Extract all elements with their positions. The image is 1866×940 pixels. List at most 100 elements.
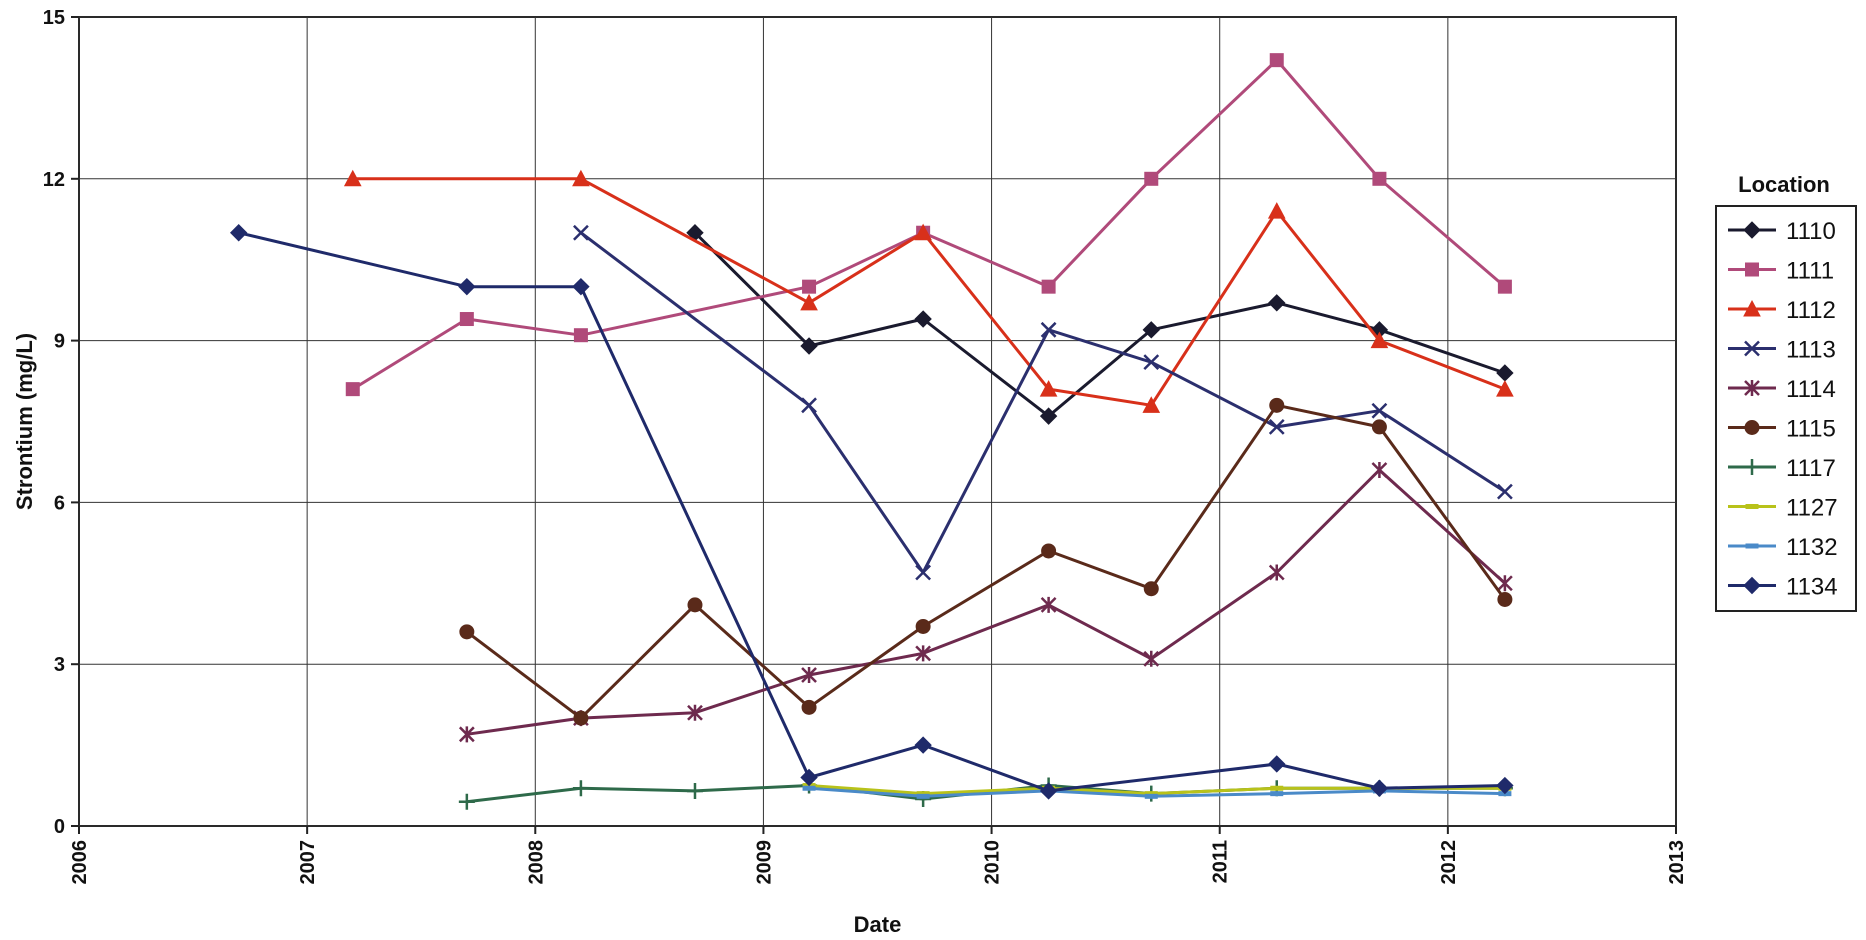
data-point-1134 xyxy=(458,277,476,296)
y-tick-label: 9 xyxy=(54,331,65,353)
data-point-1111 xyxy=(1041,279,1056,294)
data-point-1113 xyxy=(1371,402,1388,419)
data-point-1115 xyxy=(573,710,589,726)
legend-label: 1115 xyxy=(1786,416,1836,443)
x-tick-label: 2008 xyxy=(525,840,547,885)
data-point-1113 xyxy=(573,224,589,241)
legend-label: 1110 xyxy=(1786,218,1836,245)
x-axis-title: Date xyxy=(854,912,902,937)
data-point-1110 xyxy=(800,337,818,355)
data-point-1113 xyxy=(1040,321,1057,338)
x-tick-label: 2013 xyxy=(1666,840,1688,885)
legend-label: 1114 xyxy=(1786,376,1836,403)
data-point-1115 xyxy=(1269,397,1285,413)
data-point-1134 xyxy=(1039,782,1058,800)
y-tick-label: 12 xyxy=(43,169,65,191)
data-point-1115 xyxy=(1041,543,1057,559)
data-point-1112 xyxy=(800,293,818,311)
data-point-1115 xyxy=(1143,581,1159,597)
data-point-1113 xyxy=(1143,354,1160,371)
data-point-1111 xyxy=(1497,279,1512,294)
series-line-1114 xyxy=(466,468,1506,736)
y-axis-title: Strontium (mg/L) xyxy=(12,333,37,510)
data-point-1132 xyxy=(1270,791,1284,797)
legend-item-1113: 1113 xyxy=(1728,337,1836,364)
plot-border xyxy=(78,16,1677,827)
legend-label: 1112 xyxy=(1786,297,1836,324)
data-point-1115 xyxy=(459,624,475,640)
legend-marker xyxy=(1745,543,1759,549)
y-tick-label: 6 xyxy=(54,492,65,514)
data-point-1132 xyxy=(802,785,816,791)
data-point-1114 xyxy=(1040,596,1057,613)
legend-marker xyxy=(1744,380,1760,396)
data-point-1117 xyxy=(458,793,475,810)
legend-item-1111: 1111 xyxy=(1728,258,1834,285)
data-point-1110 xyxy=(1039,407,1058,425)
gridlines xyxy=(78,16,1677,827)
legend-label: 1113 xyxy=(1786,337,1836,364)
legend-item-1114: 1114 xyxy=(1728,376,1836,403)
legend-label: 1117 xyxy=(1786,455,1836,482)
data-point-1114 xyxy=(687,704,703,721)
data-point-1112 xyxy=(1142,396,1161,413)
series-line-1113 xyxy=(579,231,1506,574)
legend-marker xyxy=(1743,221,1761,239)
data-point-1112 xyxy=(343,169,362,187)
series-line-1110 xyxy=(693,231,1506,418)
series-layer xyxy=(229,53,1514,810)
x-tick-label: 2009 xyxy=(753,840,775,885)
data-point-1113 xyxy=(1497,483,1513,500)
legend-item-1132: 1132 xyxy=(1728,534,1838,561)
legend-label: 1132 xyxy=(1786,534,1838,561)
legend-marker xyxy=(1744,459,1760,475)
series-1112 xyxy=(343,169,1514,413)
legend-box xyxy=(1715,205,1857,612)
x-tick-label: 2011 xyxy=(1210,840,1232,883)
legend-marker xyxy=(1744,340,1760,357)
plot-area xyxy=(78,16,1677,827)
data-point-1112 xyxy=(1267,202,1286,219)
data-point-1114 xyxy=(1497,575,1513,592)
data-point-1111 xyxy=(459,312,474,327)
series-line-1111 xyxy=(352,58,1506,391)
data-point-1132 xyxy=(916,793,930,799)
legend-marker xyxy=(1745,504,1759,509)
series-1115 xyxy=(459,397,1513,726)
data-point-1111 xyxy=(345,382,360,397)
legend-title: Location xyxy=(1738,172,1830,197)
data-point-1134 xyxy=(1370,779,1389,797)
legend-label: 1111 xyxy=(1786,258,1834,285)
data-point-1115 xyxy=(687,597,703,613)
data-point-1110 xyxy=(1142,321,1160,339)
data-point-1111 xyxy=(1372,171,1387,186)
data-point-1114 xyxy=(1371,462,1388,479)
legend-marker xyxy=(1743,576,1761,595)
legend-item-1112: 1112 xyxy=(1728,297,1836,324)
data-point-1134 xyxy=(1496,776,1514,795)
data-point-1111 xyxy=(1144,171,1159,186)
legend-marker xyxy=(1744,420,1760,435)
data-point-1114 xyxy=(801,666,817,683)
series-1110 xyxy=(686,224,1514,425)
data-point-1134 xyxy=(914,736,932,754)
data-point-1110 xyxy=(1268,294,1286,312)
legend-label: 1127 xyxy=(1786,495,1838,522)
series-1113 xyxy=(573,224,1513,581)
data-point-1112 xyxy=(1370,331,1389,349)
data-point-1110 xyxy=(914,310,932,328)
series-line-1115 xyxy=(465,403,1507,720)
data-point-1134 xyxy=(1268,755,1286,773)
axes: 0 3 6 9 12 15 2006 2007 2008 2009 2010 2011 2012 2013 xyxy=(43,7,1688,885)
data-point-1134 xyxy=(572,277,590,296)
y-tick-label: 3 xyxy=(54,654,65,676)
data-point-1127 xyxy=(1270,785,1284,791)
data-point-1112 xyxy=(1039,380,1058,397)
legend-item-1110: 1110 xyxy=(1728,218,1836,245)
x-tick-label: 2010 xyxy=(982,840,1004,885)
data-point-1115 xyxy=(1497,591,1513,607)
data-point-1111 xyxy=(802,279,817,294)
legend-item-1115: 1115 xyxy=(1728,416,1836,443)
legend-marker xyxy=(1745,262,1759,277)
data-point-1134 xyxy=(229,224,248,242)
